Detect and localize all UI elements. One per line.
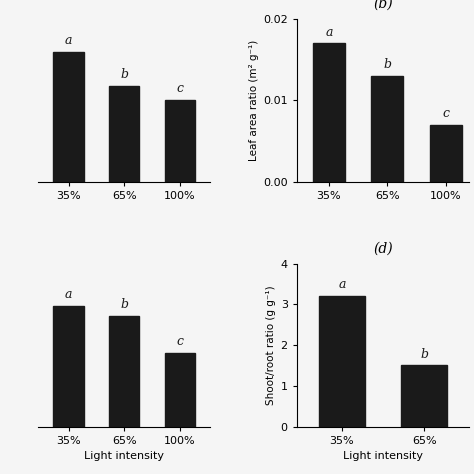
Text: c: c (442, 107, 449, 120)
Text: a: a (325, 26, 333, 38)
X-axis label: Light intensity: Light intensity (84, 451, 164, 461)
Bar (371, 76, 403, 182)
Bar (53, 52, 84, 182)
Text: (d): (d) (373, 241, 393, 255)
Bar (401, 365, 447, 427)
Text: a: a (338, 278, 346, 291)
Text: b: b (120, 68, 128, 81)
Bar (109, 316, 139, 427)
Text: a: a (65, 34, 72, 46)
Bar (109, 86, 139, 182)
Text: a: a (65, 288, 72, 301)
Bar (430, 125, 462, 182)
Bar (164, 100, 195, 182)
Y-axis label: Shoot/root ratio (g g⁻¹): Shoot/root ratio (g g⁻¹) (266, 285, 276, 405)
Y-axis label: Leaf area ratio (m² g⁻¹): Leaf area ratio (m² g⁻¹) (249, 40, 259, 161)
Text: b: b (120, 298, 128, 311)
Text: c: c (176, 82, 183, 95)
Bar (53, 306, 84, 427)
Bar (164, 353, 195, 427)
Text: b: b (420, 347, 428, 361)
Bar (313, 44, 345, 182)
Text: (b): (b) (373, 0, 393, 11)
Text: c: c (176, 335, 183, 348)
X-axis label: Light intensity: Light intensity (343, 451, 423, 461)
Text: b: b (383, 58, 392, 71)
Bar (319, 296, 365, 427)
